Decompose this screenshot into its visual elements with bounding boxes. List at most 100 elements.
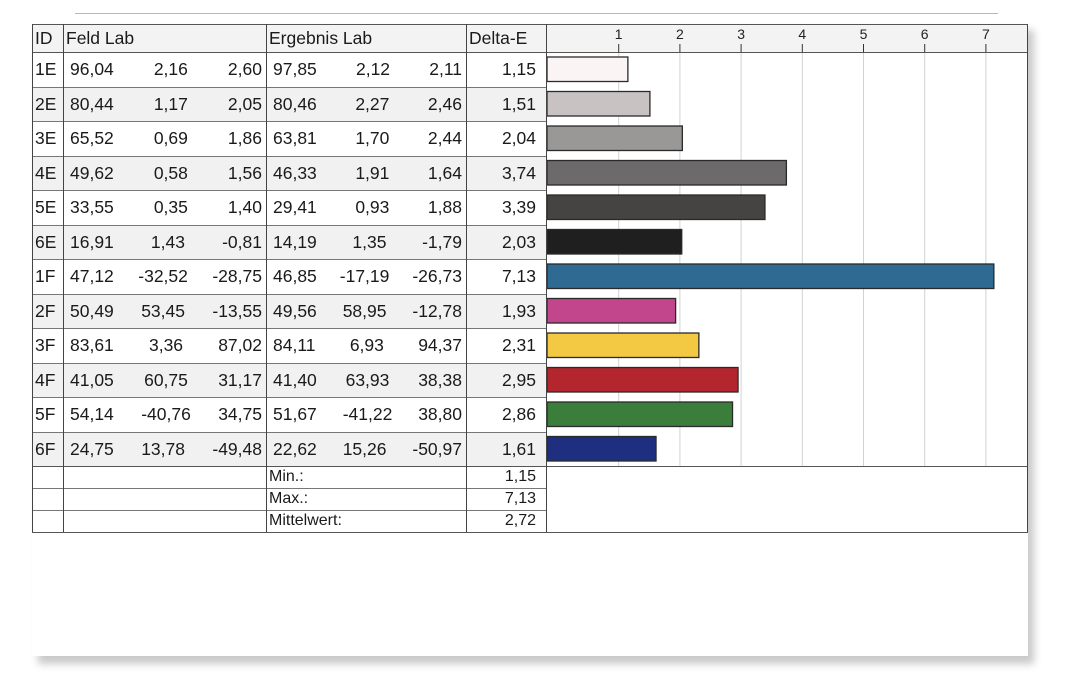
summary-value: 7,13 bbox=[504, 490, 536, 507]
l-value: 41,05 bbox=[70, 369, 114, 390]
delta-e-value: 2,86 bbox=[501, 404, 536, 424]
ergebnis-lab-values: 80,46 2,27 2,46 bbox=[266, 87, 466, 122]
row-band bbox=[32, 86, 546, 121]
row-id: 6E bbox=[35, 231, 57, 252]
ergebnis-lab-values: 14,19 1,35 -1,79 bbox=[266, 225, 466, 260]
row-divider bbox=[32, 293, 546, 295]
feld-lab-values: 49,62 0,58 1,56 bbox=[63, 156, 266, 191]
x-tick-label: 7 bbox=[982, 26, 990, 42]
feld-lab-values: 33,55 0,35 1,40 bbox=[63, 190, 266, 225]
a-value: 63,93 bbox=[345, 369, 390, 390]
column-divider bbox=[546, 24, 547, 532]
delta-e-value: 2,95 bbox=[501, 369, 536, 390]
a-value: 6,93 bbox=[349, 335, 384, 355]
delta-e-value: 7,13 bbox=[501, 266, 536, 286]
row-id: 5E bbox=[35, 197, 57, 217]
border-right bbox=[1027, 24, 1028, 532]
footer-divider bbox=[32, 488, 546, 489]
l-value: 49,62 bbox=[70, 162, 114, 183]
b-value: 94,37 bbox=[418, 335, 462, 355]
bar-3F bbox=[546, 332, 700, 359]
bar-5F bbox=[546, 401, 734, 428]
l-value: 65,52 bbox=[70, 128, 114, 148]
a-value: -32,52 bbox=[138, 266, 188, 286]
row-divider bbox=[32, 431, 546, 433]
a-value: 1,17 bbox=[153, 93, 188, 114]
l-value: 33,55 bbox=[70, 197, 114, 217]
footer-divider bbox=[32, 510, 546, 511]
row-id: 4F bbox=[35, 369, 56, 390]
delta-e-report: ID Feld Lab Ergebnis Lab Delta-E 1E 96,04 2,16… bbox=[32, 24, 1028, 656]
a-value: 0,93 bbox=[355, 197, 390, 217]
l-value: 47,12 bbox=[70, 266, 114, 286]
l-value: 54,14 bbox=[70, 404, 114, 424]
b-value: 1,40 bbox=[227, 197, 262, 217]
ergebnis-lab-values: 49,56 58,95 -12,78 bbox=[266, 294, 466, 329]
row-id: 2F bbox=[35, 300, 56, 321]
delta-e-value: 2,04 bbox=[501, 128, 536, 148]
feld-lab-values: 24,75 13,78 -49,48 bbox=[63, 432, 266, 467]
bar-6E bbox=[546, 228, 683, 255]
l-value: 22,62 bbox=[273, 438, 317, 459]
l-value: 51,67 bbox=[273, 404, 317, 424]
row-band bbox=[32, 155, 546, 190]
a-value: 2,27 bbox=[355, 93, 390, 114]
delta-e-value: 3,74 bbox=[501, 162, 536, 183]
delta-e-bar-chart: 1 2 3 4 5 6 7 bbox=[546, 26, 995, 466]
bar-3E bbox=[546, 125, 683, 152]
row-id: 4E bbox=[35, 162, 57, 183]
a-value: -17,19 bbox=[339, 266, 390, 286]
b-value: -1,79 bbox=[422, 231, 462, 252]
ergebnis-lab-values: 97,85 2,12 2,11 bbox=[266, 52, 466, 87]
b-value: 2,60 bbox=[227, 59, 262, 79]
row-id: 1E bbox=[35, 59, 57, 79]
row-divider bbox=[32, 190, 546, 191]
top-rule bbox=[75, 13, 998, 14]
bar-5E bbox=[546, 194, 766, 221]
a-value: 53,45 bbox=[141, 300, 185, 321]
row-divider bbox=[32, 86, 546, 88]
a-value: 3,36 bbox=[148, 335, 184, 355]
row-id: 1F bbox=[35, 266, 56, 286]
row-divider bbox=[32, 397, 546, 398]
l-value: 97,85 bbox=[273, 59, 317, 79]
b-value: 1,64 bbox=[427, 162, 462, 183]
b-value: -49,48 bbox=[212, 438, 262, 459]
a-value: 1,91 bbox=[355, 162, 390, 183]
x-tick-label: 5 bbox=[860, 26, 868, 42]
row-divider bbox=[32, 121, 546, 122]
bar-2E bbox=[546, 90, 651, 117]
b-value: 38,38 bbox=[418, 369, 462, 390]
delta-e-value: 1,61 bbox=[501, 438, 536, 459]
x-tick-label: 6 bbox=[921, 26, 929, 42]
b-value: 1,88 bbox=[427, 197, 462, 217]
a-value: 1,43 bbox=[150, 231, 185, 252]
bar-1F bbox=[546, 263, 995, 290]
feld-lab-values: 65,52 0,69 1,86 bbox=[63, 121, 266, 156]
b-value: 38,80 bbox=[418, 404, 462, 424]
border-top bbox=[32, 24, 1028, 25]
ergebnis-lab-values: 29,41 0,93 1,88 bbox=[266, 190, 466, 225]
l-value: 83,61 bbox=[70, 335, 114, 355]
a-value: 58,95 bbox=[342, 300, 387, 321]
ergebnis-lab-values: 41,40 63,93 38,38 bbox=[266, 363, 466, 398]
row-id: 2E bbox=[35, 93, 57, 114]
summary-value: 2,72 bbox=[504, 512, 536, 529]
b-value: 2,05 bbox=[227, 93, 262, 114]
b-value: -50,97 bbox=[412, 438, 462, 459]
row-id: 3F bbox=[35, 335, 56, 355]
header-divider bbox=[32, 52, 1028, 53]
l-value: 80,44 bbox=[70, 93, 114, 114]
l-value: 29,41 bbox=[273, 197, 317, 217]
delta-e-value: 2,31 bbox=[501, 335, 536, 355]
ergebnis-lab-values: 46,85 -17,19 -26,73 bbox=[266, 259, 466, 294]
bar-1E bbox=[546, 56, 629, 83]
a-value: 0,69 bbox=[153, 128, 188, 148]
border-bottom bbox=[32, 532, 1028, 533]
a-value: 2,16 bbox=[153, 59, 188, 79]
x-tick-label: 3 bbox=[737, 26, 745, 42]
row-divider bbox=[32, 362, 546, 364]
b-value: -28,75 bbox=[212, 266, 262, 286]
b-value: -26,73 bbox=[412, 266, 462, 286]
b-value: 1,86 bbox=[227, 128, 262, 148]
